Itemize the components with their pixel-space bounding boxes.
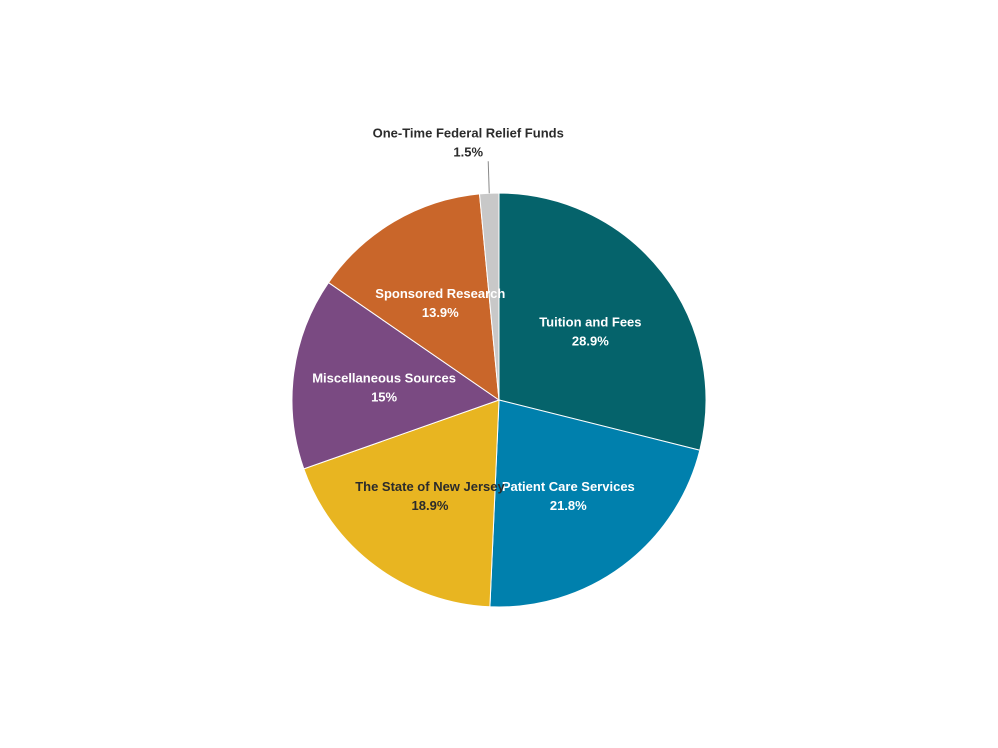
slice-value-patient-care-services: 21.8% bbox=[550, 498, 587, 513]
slice-value-miscellaneous-sources: 15% bbox=[371, 390, 397, 405]
slice-value-sponsored-research: 13.9% bbox=[422, 305, 459, 320]
leader-line-one-time-federal-relief-funds bbox=[487, 161, 490, 194]
slice-value-one-time-federal-relief-funds: 1.5% bbox=[453, 144, 483, 159]
pie-slice-miscellaneous-sources bbox=[291, 281, 501, 470]
slice-label-the-state-of-new-jersey: The State of New Jersey bbox=[355, 479, 505, 494]
leader-lines bbox=[487, 161, 490, 194]
pie-slice-sponsored-research bbox=[327, 193, 500, 402]
slice-value-the-state-of-new-jersey: 18.9% bbox=[412, 498, 449, 513]
slice-label-miscellaneous-sources: Miscellaneous Sources bbox=[312, 371, 456, 386]
pie-slice-one-time-federal-relief-funds bbox=[478, 192, 500, 401]
slice-label-one-time-federal-relief-funds: One-Time Federal Relief Funds bbox=[373, 125, 564, 140]
slice-label-sponsored-research: Sponsored Research bbox=[375, 286, 505, 301]
pie-slice-tuition-and-fees bbox=[498, 192, 707, 451]
pie-slice-patient-care-services bbox=[489, 399, 701, 608]
slice-label-patient-care-services: Patient Care Services bbox=[502, 479, 635, 494]
pie-slices bbox=[291, 192, 707, 608]
slice-label-tuition-and-fees: Tuition and Fees bbox=[539, 315, 641, 330]
slice-value-tuition-and-fees: 28.9% bbox=[572, 334, 609, 349]
slice-labels: Tuition and Fees 28.9% Patient Care Servic… bbox=[312, 125, 641, 513]
